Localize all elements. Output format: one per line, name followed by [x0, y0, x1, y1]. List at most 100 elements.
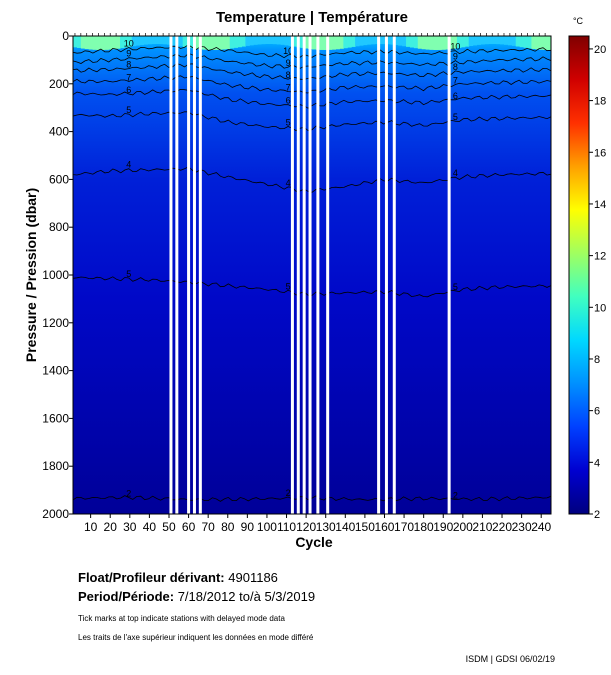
surface-cell [167, 36, 172, 45]
surface-cell [300, 36, 305, 48]
y-tick-label: 800 [49, 220, 69, 234]
missing-profile-gap [302, 36, 306, 514]
surface-cell [135, 36, 141, 46]
contour-label: 10 [283, 46, 293, 56]
surface-cell [382, 36, 387, 45]
x-tick-label: 10 [84, 520, 98, 534]
contour-label: 4 [286, 178, 291, 188]
contour-line [73, 495, 551, 502]
contour-label: 2 [286, 488, 291, 498]
surface-cell [131, 36, 137, 47]
surface-cell [331, 36, 337, 50]
x-tick-label: 160 [374, 520, 394, 534]
surface-cell [237, 36, 242, 48]
contour-label: 5 [453, 112, 458, 122]
surface-cell [390, 36, 395, 45]
surface-cell [257, 36, 262, 45]
surface-cell [210, 36, 215, 50]
surface-cell [182, 36, 188, 47]
y-tick-label: 600 [49, 172, 69, 186]
y-tick-label: 1600 [42, 411, 69, 425]
surface-cell [355, 36, 360, 47]
x-tick-label: 40 [143, 520, 157, 534]
surface-cell [484, 36, 489, 45]
x-axis-title: Cycle [295, 534, 333, 550]
missing-profile-gap [290, 36, 294, 514]
surface-cell [159, 36, 164, 45]
float-label: Float/Profileur dérivant: [78, 570, 225, 585]
surface-cell [80, 36, 86, 49]
surface-cell [264, 36, 270, 45]
x-tick-label: 230 [512, 520, 532, 534]
surface-cell [233, 36, 239, 48]
surface-cell [386, 36, 391, 45]
surface-cell [323, 36, 329, 50]
surface-cell [221, 36, 227, 50]
surface-cell [351, 36, 356, 47]
surface-cell [76, 36, 82, 48]
surface-cell [519, 36, 525, 48]
y-axis-title: Pressure / Pression (dbar) [23, 188, 39, 362]
x-tick-label: 240 [531, 520, 551, 534]
surface-cell [413, 36, 419, 49]
surface-cell [84, 36, 90, 50]
y-tick-label: 1000 [42, 268, 69, 282]
missing-profile-gap [447, 36, 451, 514]
x-tick-label: 180 [414, 520, 434, 534]
surface-cell [527, 36, 532, 49]
surface-cell [312, 36, 317, 50]
x-tick-label: 220 [492, 520, 512, 534]
contour-label: 5 [453, 282, 458, 292]
surface-cell [178, 36, 184, 47]
surface-cell [343, 36, 348, 49]
surface-cell [362, 36, 368, 46]
surface-cell [163, 36, 168, 45]
contour-line [73, 75, 551, 94]
contour-label: 5 [126, 105, 131, 115]
surface-cell [170, 36, 176, 46]
chart-title: Temperature | Température [216, 9, 408, 26]
missing-profile-gap [187, 36, 191, 514]
colorbar-tick-label: 14 [594, 199, 606, 211]
surface-cell [421, 36, 427, 50]
colorbar-unit: °C [573, 16, 584, 26]
surface-cell [123, 36, 129, 48]
surface-cell [229, 36, 235, 49]
x-tick-label: 210 [472, 520, 492, 534]
x-tick-label: 200 [453, 520, 473, 534]
surface-cell [500, 36, 505, 45]
surface-cell [339, 36, 344, 49]
colorbar-tick-label: 12 [594, 251, 606, 263]
contour-line [73, 88, 551, 109]
surface-cell [370, 36, 376, 45]
colorbar-tick-label: 8 [594, 354, 600, 366]
surface-cell [503, 36, 509, 45]
surface-cell [217, 36, 223, 50]
surface-cell [245, 36, 250, 46]
colorbar-tick-label: 18 [594, 96, 606, 108]
period-label: Period/Période: [78, 589, 175, 604]
surface-cell [535, 36, 540, 50]
surface-cell [108, 36, 113, 50]
surface-cell [460, 36, 466, 48]
surface-cell [456, 36, 462, 48]
contour-label: 9 [453, 52, 458, 62]
y-tick-label: 1800 [42, 459, 69, 473]
x-tick-label: 140 [335, 520, 355, 534]
colorbar-tick-label: 10 [594, 302, 606, 314]
surface-cell [472, 36, 478, 46]
surface-cell [531, 36, 536, 49]
x-tick-label: 20 [104, 520, 118, 534]
colorbar-tick-label: 2 [594, 509, 600, 521]
contour-line [73, 166, 551, 193]
colorbar: 2 4 6 8 10 12 14 16 18 20 °C [568, 16, 606, 521]
surface-cell [445, 36, 450, 50]
y-tick-label: 400 [49, 125, 69, 139]
x-tick-label: 100 [257, 520, 277, 534]
contour-label: 5 [286, 117, 291, 127]
contour-line [73, 44, 551, 59]
surface-cell [143, 36, 148, 45]
x-tick-label: 90 [241, 520, 255, 534]
surface-cell [398, 36, 403, 46]
